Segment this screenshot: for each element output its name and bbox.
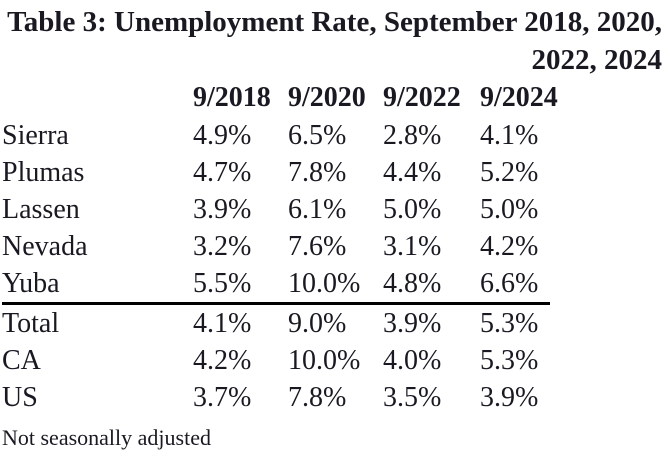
cell-value: 10.0% (288, 345, 361, 376)
row-label: Plumas (2, 157, 85, 188)
row-header-blank-cell (2, 79, 193, 117)
column-header-9-2022: 9/2022 (383, 82, 461, 113)
cell-value: 3.9% (480, 382, 539, 413)
table-title-line2: 2022, 2024 (531, 44, 663, 76)
cell-value: 6.5% (288, 120, 347, 151)
cell-value: 2.8% (383, 120, 442, 151)
table-row-us: US 3.7% 7.8% 3.5% 3.9% (2, 379, 550, 416)
cell-value: 6.6% (480, 265, 550, 305)
cell-value: 3.5% (383, 382, 442, 413)
cell-value: 5.0% (383, 194, 442, 225)
cell-value: 7.6% (288, 231, 347, 262)
column-header-9-2020: 9/2020 (288, 82, 366, 113)
cell-value: 4.1% (480, 120, 539, 151)
cell-value: 5.0% (480, 194, 539, 225)
cell-value: 5.2% (480, 157, 539, 188)
table-row-nevada: Nevada 3.2% 7.6% 3.1% 4.2% (2, 228, 550, 265)
row-label: Total (2, 308, 60, 339)
cell-value: 3.2% (193, 231, 252, 262)
row-label: US (2, 382, 38, 413)
row-label: Sierra (2, 120, 69, 151)
cell-value: 3.9% (193, 194, 252, 225)
table-title-line1: Table 3: Unemployment Rate, September 20… (7, 6, 662, 38)
table-row-ca: CA 4.2% 10.0% 4.0% 5.3% (2, 342, 550, 379)
cell-value: 4.1% (193, 308, 252, 339)
table-body: Sierra 4.9% 6.5% 2.8% 4.1% Plumas 4.7% 7.8% 4.4%… (2, 117, 550, 416)
row-label: Yuba (2, 265, 193, 305)
cell-value: 5.3% (480, 308, 539, 339)
table-header: 9/2018 9/2020 9/2022 9/2024 (2, 79, 558, 117)
cell-value: 4.8% (383, 265, 480, 305)
table-row-plumas: Plumas 4.7% 7.8% 4.4% 5.2% (2, 154, 550, 191)
table-title: Table 3: Unemployment Rate, September 20… (0, 0, 670, 79)
column-header-9-2018: 9/2018 (193, 82, 271, 113)
cell-value: 4.9% (193, 120, 252, 151)
cell-value: 3.9% (383, 308, 442, 339)
cell-value: 5.3% (480, 345, 539, 376)
column-header-9-2024: 9/2024 (480, 82, 558, 113)
row-label: CA (2, 345, 41, 376)
cell-value: 4.0% (383, 345, 442, 376)
cell-value: 9.0% (288, 308, 347, 339)
unemployment-rate-table: 9/2018 9/2020 9/2022 9/2024 Sierra 4.9% 6.5% 2… (2, 79, 558, 416)
cell-value: 7.8% (288, 382, 347, 413)
table-footnote: Not seasonally adjusted (2, 425, 211, 450)
cell-value: 6.1% (288, 194, 347, 225)
cell-value: 7.8% (288, 157, 347, 188)
table-row-lassen: Lassen 3.9% 6.1% 5.0% 5.0% (2, 191, 550, 228)
table-row-sierra: Sierra 4.9% 6.5% 2.8% 4.1% (2, 117, 550, 154)
table-row-yuba: Yuba 5.5% 10.0% 4.8% 6.6% (2, 265, 550, 305)
cell-value: 4.7% (193, 157, 252, 188)
table-row-total: Total 4.1% 9.0% 3.9% 5.3% (2, 304, 550, 343)
cell-value: 3.1% (383, 231, 442, 262)
row-label: Nevada (2, 231, 88, 262)
cell-value: 4.2% (193, 345, 252, 376)
cell-value: 4.2% (480, 231, 539, 262)
cell-value: 10.0% (288, 265, 383, 305)
cell-value: 3.7% (193, 382, 252, 413)
cell-value: 4.4% (383, 157, 442, 188)
table-header-row: 9/2018 9/2020 9/2022 9/2024 (2, 79, 558, 117)
cell-value: 5.5% (193, 265, 288, 305)
row-label: Lassen (2, 194, 80, 225)
